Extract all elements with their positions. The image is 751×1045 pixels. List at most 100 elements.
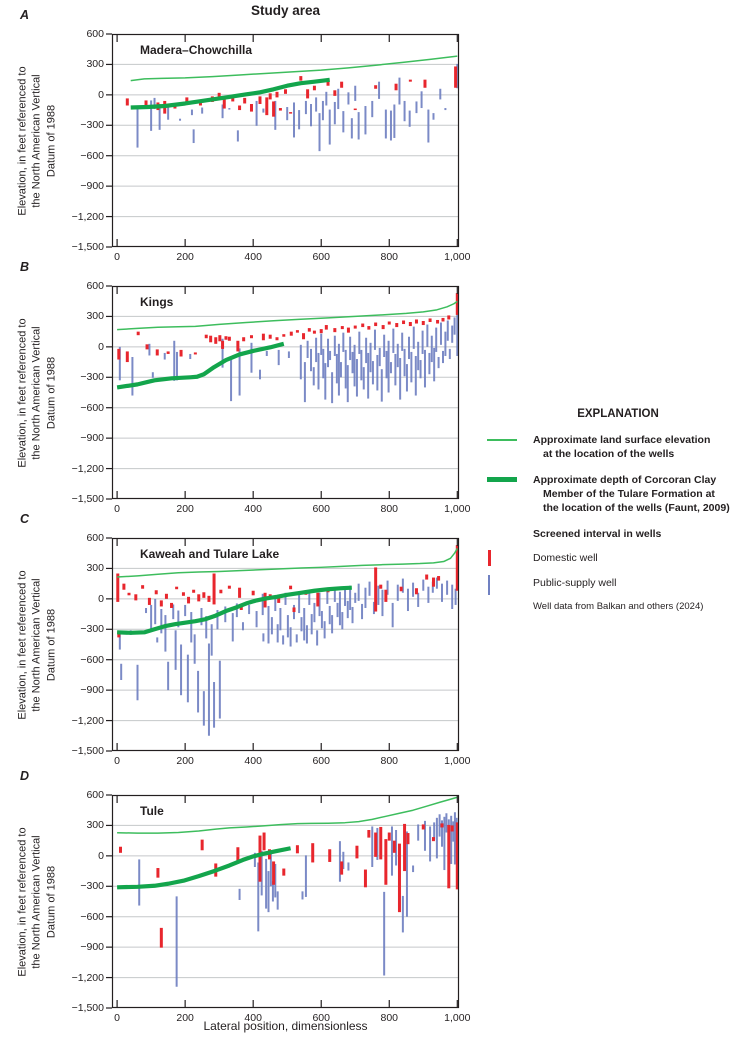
domestic-well-bars xyxy=(117,293,459,363)
plot-border xyxy=(111,794,460,1009)
x-tick-label: 400 xyxy=(244,1012,262,1024)
y-tick-label: −900 xyxy=(80,180,104,193)
panel-title-c: Kaweah and Tulare Lake xyxy=(140,547,280,561)
y-tick-label: −300 xyxy=(80,119,104,132)
y-tick-label: −900 xyxy=(80,432,104,445)
land-surface-line xyxy=(117,547,458,578)
axis-ticks xyxy=(106,285,458,500)
x-tick-label: 0 xyxy=(114,1012,121,1024)
legend-item-land-surface: Approximate land surface elevation at th… xyxy=(487,434,749,461)
panel-letter-a: A xyxy=(20,8,30,22)
gridlines xyxy=(112,315,459,470)
public-supply-well-bars xyxy=(138,812,459,987)
x-tick-label: 200 xyxy=(176,755,194,767)
y-tick-label: −1,500 xyxy=(71,493,104,505)
y-tick-label: −1,500 xyxy=(71,745,104,757)
x-tick-label: 800 xyxy=(380,503,399,515)
panel-a-plot xyxy=(106,33,460,248)
source-note: Well data from Balkan and others (2024) xyxy=(533,601,704,613)
x-tick-label: 0 xyxy=(114,251,121,263)
legend: EXPLANATION Approximate land surface ele… xyxy=(487,408,749,612)
y-tick-label: 600 xyxy=(86,789,104,801)
x-tick-label: 800 xyxy=(380,755,399,767)
figure-title: Study area xyxy=(250,3,321,18)
panel-c-plot xyxy=(106,537,460,752)
y-tick-label: −600 xyxy=(80,910,104,923)
gridlines xyxy=(112,63,459,218)
y-axis-title: Elevation, in feet referenced to the Nor… xyxy=(16,569,58,720)
x-tick-label: 1,000 xyxy=(444,1012,471,1024)
panel-b-plot xyxy=(106,285,460,500)
domestic-well-bars xyxy=(125,66,458,117)
y-tick-label: 0 xyxy=(98,88,104,101)
x-tick-label: 200 xyxy=(176,503,194,515)
y-tick-label: −1,500 xyxy=(71,1002,104,1014)
plot-border xyxy=(111,285,460,500)
axis-ticks xyxy=(106,537,458,752)
domestic-well-bar-icon xyxy=(488,550,491,567)
y-axis-title: Elevation, in feet referenced to the Nor… xyxy=(16,826,58,977)
x-tick-label: 0 xyxy=(114,503,121,515)
y-tick-label: 600 xyxy=(86,280,104,292)
x-tick-label: 600 xyxy=(312,503,330,515)
public-supply-well-bars xyxy=(118,577,457,736)
gridlines xyxy=(112,567,459,722)
plot-border xyxy=(111,33,460,248)
x-tick-label: 400 xyxy=(244,755,262,767)
y-tick-label: 0 xyxy=(98,849,104,862)
y-tick-label: −1,500 xyxy=(71,241,104,253)
x-tick-label: 800 xyxy=(380,1012,399,1024)
legend-label-line: at the location of the wells xyxy=(543,447,675,460)
y-tick-label: 600 xyxy=(86,28,104,40)
x-tick-label: 0 xyxy=(114,755,121,767)
x-tick-label: 600 xyxy=(312,1012,330,1024)
x-tick-label: 800 xyxy=(380,251,399,263)
y-tick-label: 600 xyxy=(86,532,104,544)
x-tick-label: 200 xyxy=(176,1012,194,1024)
land-surface-line xyxy=(117,300,458,331)
legend-title: EXPLANATION xyxy=(577,408,659,420)
corcoran-clay-line-icon xyxy=(487,477,517,483)
screened-interval-header: Screened interval in wells xyxy=(533,528,662,541)
x-tick-label: 200 xyxy=(176,251,194,263)
land-surface-line xyxy=(130,55,458,82)
x-tick-label: 1,000 xyxy=(444,755,471,767)
legend-item-public-well: Public-supply well xyxy=(487,575,749,596)
corcoran-clay-line xyxy=(117,585,352,635)
panel-title-a: Madera–Chowchilla xyxy=(140,43,253,57)
legend-item-domestic-well: Domestic well xyxy=(487,550,749,567)
y-tick-label: −300 xyxy=(80,880,104,893)
y-tick-label: 300 xyxy=(86,310,104,323)
panel-title-d: Tule xyxy=(140,804,164,818)
plot-border xyxy=(111,537,460,752)
axis-ticks xyxy=(106,794,458,1009)
corcoran-clay-line xyxy=(130,77,330,110)
y-tick-label: 300 xyxy=(86,819,104,832)
x-tick-label: 400 xyxy=(244,503,262,515)
domestic-well-label: Domestic well xyxy=(533,552,598,565)
x-tick-label: 1,000 xyxy=(444,503,471,515)
legend-label-line: the location of the wells (Faunt, 2009) xyxy=(543,501,730,514)
y-tick-label: −1,200 xyxy=(71,210,104,223)
panel-letter-c: C xyxy=(20,512,30,526)
x-axis-title: Lateral position, dimensionless xyxy=(203,1019,368,1033)
land-surface-line-icon xyxy=(487,439,517,441)
x-tick-label: 400 xyxy=(244,251,262,263)
y-tick-label: 300 xyxy=(86,562,104,575)
y-tick-label: 0 xyxy=(98,340,104,353)
y-tick-label: 0 xyxy=(98,592,104,605)
legend-label-line: Approximate depth of Corcoran Clay xyxy=(533,474,717,487)
x-tick-label: 1,000 xyxy=(444,251,471,263)
y-tick-label: −900 xyxy=(80,684,104,697)
y-tick-label: −300 xyxy=(80,371,104,384)
public-supply-well-label: Public-supply well xyxy=(533,577,617,590)
x-tick-label: 600 xyxy=(312,251,330,263)
panel-d-plot xyxy=(106,794,460,1009)
panel-letter-d: D xyxy=(20,769,30,783)
corcoran-clay-line xyxy=(117,846,292,890)
domestic-well-bars xyxy=(116,545,459,638)
legend-label-line: Approximate land surface elevation xyxy=(533,434,711,446)
public-supply-well-bars xyxy=(136,63,459,152)
y-tick-label: −1,200 xyxy=(71,462,104,475)
corcoran-clay-line xyxy=(116,341,285,390)
